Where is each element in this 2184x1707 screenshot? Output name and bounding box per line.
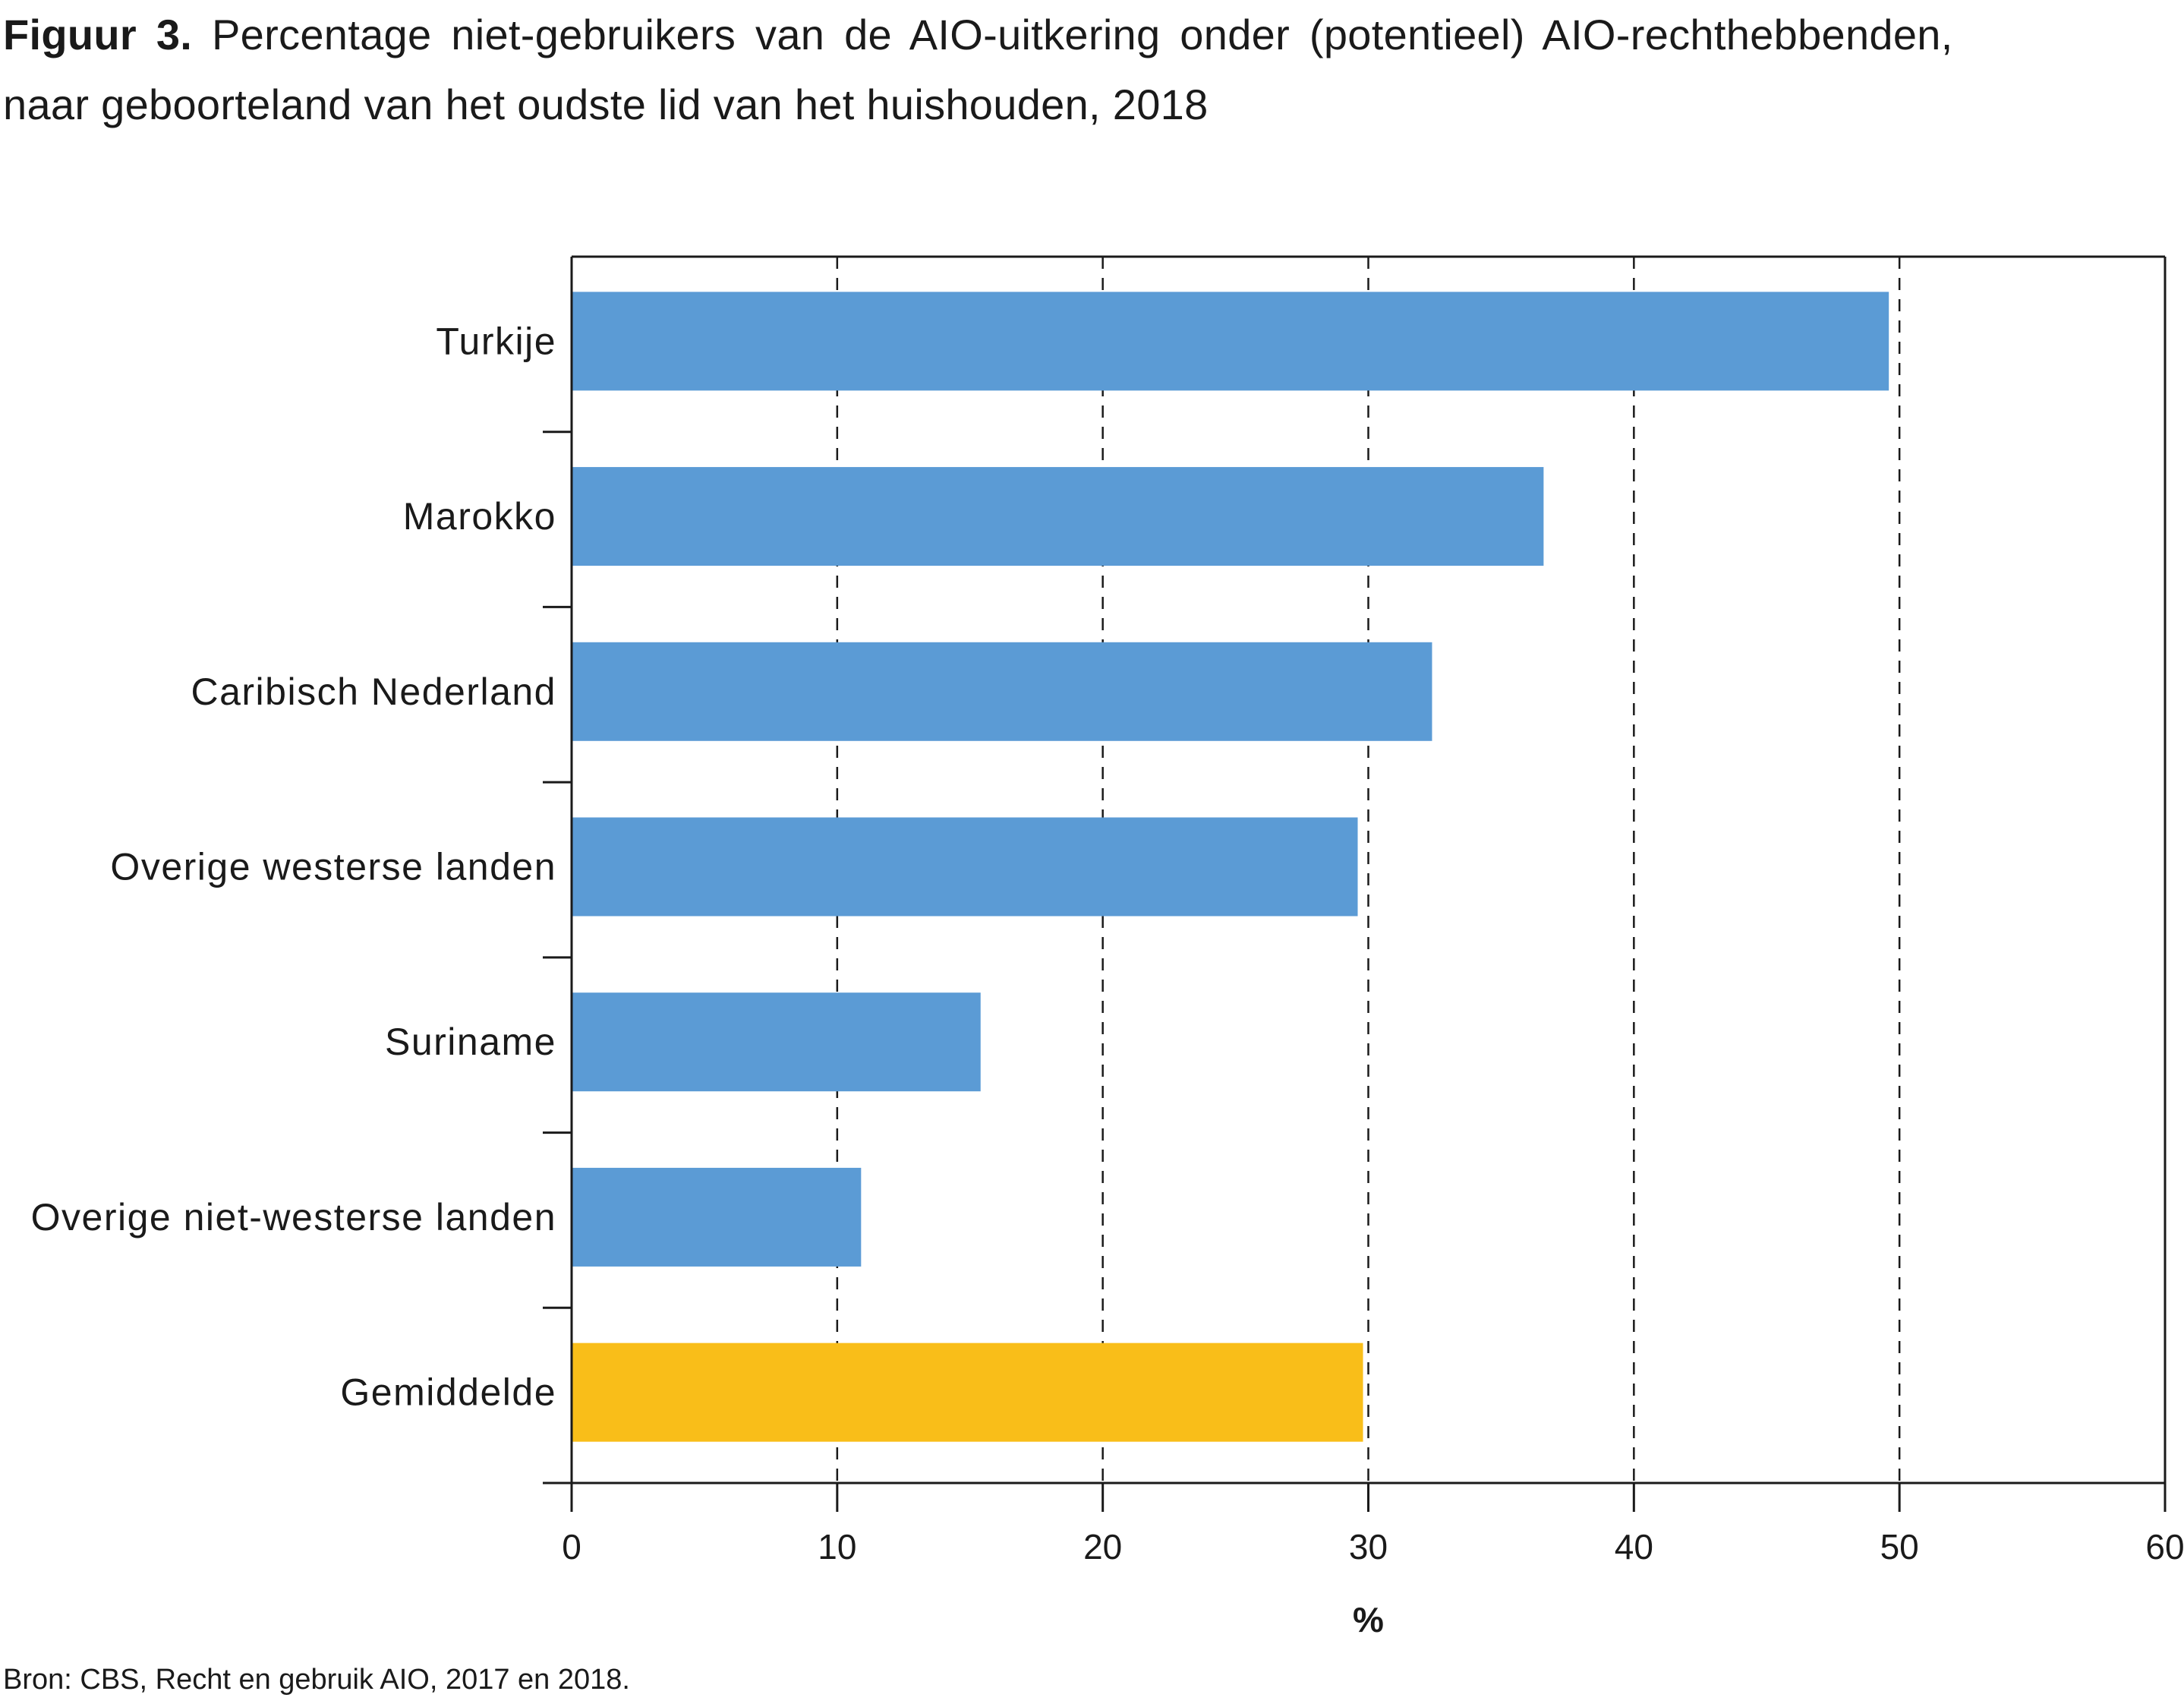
bar-overige-niet-westerse-landen — [572, 1167, 862, 1267]
category-label-overige-westerse-landen: Overige westerse landen — [110, 846, 556, 888]
category-label-gemiddelde: Gemiddelde — [340, 1371, 556, 1414]
title-line-2: naar geboorteland van het oudste lid van… — [3, 80, 1209, 128]
category-labels: Turkije Marokko Caribisch Nederland Overige… — [31, 320, 556, 1413]
x-tick-label-30: 30 — [1349, 1527, 1388, 1567]
bar-suriname — [572, 992, 981, 1092]
title-text-1: Percentage niet-gebruikers van de AIO-ui… — [212, 11, 1953, 58]
chart-title: Figuur 3. Percentage niet-gebruikers van… — [3, 0, 2174, 140]
bar-marokko — [572, 467, 1544, 566]
category-label-marokko: Marokko — [403, 495, 556, 538]
x-tick-label-10: 10 — [818, 1527, 856, 1567]
x-tick-label-0: 0 — [562, 1527, 581, 1567]
category-label-overige-niet-westerse-landen: Overige niet-westerse landen — [31, 1196, 556, 1238]
category-label-turkije: Turkije — [436, 320, 556, 362]
x-tick-label-60: 60 — [2145, 1527, 2184, 1567]
axes — [543, 255, 2167, 1512]
x-tick-label-20: 20 — [1083, 1527, 1122, 1567]
tick-labels: 0 10 20 30 40 50 60 — [562, 1527, 2184, 1567]
bars — [572, 292, 1889, 1442]
bar-caribisch-nederland — [572, 642, 1432, 741]
bar-gemiddelde — [572, 1343, 1363, 1442]
figure-label: Figuur 3. — [3, 11, 193, 58]
x-axis-label: % — [1353, 1600, 1384, 1639]
x-tick-label-50: 50 — [1880, 1527, 1919, 1567]
x-tick-label-40: 40 — [1615, 1527, 1653, 1567]
source-note: Bron: CBS, Recht en gebruik AIO, 2017 en… — [3, 1664, 630, 1696]
bar-turkije — [572, 292, 1889, 391]
category-label-suriname: Suriname — [385, 1021, 556, 1063]
title-line-1: Figuur 3. Percentage niet-gebruikers van… — [3, 0, 2174, 70]
gridlines — [836, 257, 1901, 1483]
bar-overige-westerse-landen — [572, 817, 1358, 917]
category-label-caribisch-nederland: Caribisch Nederland — [191, 670, 556, 713]
